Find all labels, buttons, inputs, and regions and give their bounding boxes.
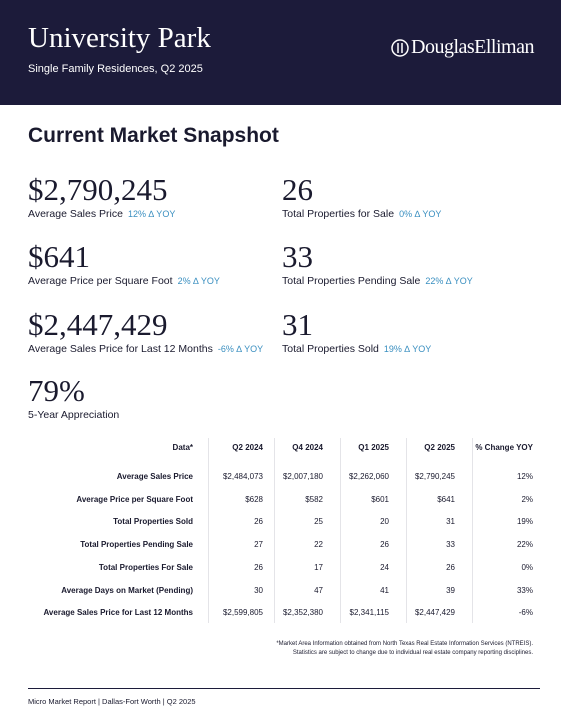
stat-label: Total Properties for Sale 0% ∆ YOY (282, 208, 441, 220)
table-cell: 31 (446, 517, 455, 527)
table-cell: 47 (314, 585, 323, 595)
table-cell: 12% (516, 472, 533, 481)
stat-label-text: Average Sales Price (28, 208, 123, 220)
stat-value: 79% (28, 373, 85, 408)
stat-change: 0% ∆ YOY (399, 209, 442, 219)
logo: DouglasElliman (411, 36, 534, 58)
stat-label: Average Sales Price for Last 12 Months -6… (28, 343, 263, 355)
table-cell: 2% (521, 494, 533, 504)
stat-label: Total Properties Sold 19% ∆ YOY (282, 343, 431, 355)
row-label: Average Sales Price (116, 472, 193, 481)
column-divider (274, 438, 275, 623)
stat-label-text: Average Price per Square Foot (28, 275, 173, 287)
stat-value: $641 (28, 239, 90, 274)
row-label: Average Price per Square Foot (76, 494, 193, 504)
table-cell: 24 (380, 562, 389, 572)
stat-change: 2% ∆ YOY (177, 276, 220, 286)
table-cell: 26 (380, 540, 389, 550)
table-cell: 22 (314, 540, 323, 550)
stat-change: -6% ∆ YOY (217, 344, 264, 354)
footnote: *Market Area Information obtained from N… (276, 641, 533, 647)
table-cell: 17 (314, 562, 323, 572)
table-cell: 26 (254, 562, 263, 572)
table-cell: $2,341,115 (349, 608, 389, 618)
table-cell: $2,262,060 (348, 472, 389, 481)
stat-label: 5-Year Appreciation (28, 409, 119, 421)
column-divider (472, 438, 473, 623)
footnote: Statistics are subject to change due to … (292, 650, 533, 656)
table-cell: 26 (254, 517, 263, 527)
stat-label-text: Total Properties Sold (282, 343, 379, 355)
stat-value: 33 (282, 239, 313, 274)
table-cell: 41 (380, 585, 389, 595)
row-label: Total Properties Pending Sale (80, 540, 193, 550)
table-cell: 0% (521, 562, 533, 572)
table-header: Q2 2025 (424, 443, 455, 452)
table-cell: 20 (380, 517, 389, 527)
table-cell: 25 (314, 517, 323, 527)
column-divider (340, 438, 341, 623)
table-cell: 27 (254, 540, 263, 550)
stat-label: Average Sales Price 12% ∆ YOY (28, 208, 175, 220)
table-cell: $2,599,805 (222, 608, 263, 618)
table-cell: $2,007,180 (282, 472, 323, 481)
subtitle: Single Family Residences, Q2 2025 (28, 63, 203, 75)
row-label: Average Days on Market (Pending) (61, 585, 193, 595)
row-label: Total Properties Sold (113, 517, 193, 527)
table-cell: 22% (516, 540, 533, 550)
table-cell: $641 (437, 494, 455, 504)
stat-change: 22% ∆ YOY (425, 276, 473, 286)
logo-icon (391, 39, 409, 57)
table-cell: -6% (518, 608, 533, 618)
stat-label: Average Price per Square Foot 2% ∆ YOY (28, 275, 220, 287)
table-cell: $2,790,245 (414, 472, 455, 481)
table-header: Q4 2024 (292, 443, 323, 452)
section-title: Current Market Snapshot (28, 124, 279, 147)
table-cell: 33% (516, 585, 533, 595)
table-cell: 30 (254, 585, 263, 595)
footer-rule (28, 688, 540, 689)
column-divider (406, 438, 407, 623)
row-label: Total Properties For Sale (98, 562, 193, 572)
table-cell: $601 (371, 494, 389, 504)
stat-value: 31 (282, 307, 313, 342)
stat-label-text: Total Properties for Sale (282, 208, 395, 220)
stat-label-text: 5-Year Appreciation (28, 409, 120, 421)
column-divider (208, 438, 209, 623)
stat-label: Total Properties Pending Sale 22% ∆ YOY (282, 275, 473, 287)
footer: Micro Market Report | Dallas-Fort Worth … (28, 697, 196, 706)
table-cell: $2,352,380 (282, 608, 323, 618)
table-cell: $2,484,073 (222, 472, 263, 481)
header-band (0, 0, 561, 105)
table-cell: 19% (516, 517, 533, 527)
table-header: Q2 2024 (232, 443, 263, 452)
stat-label-text: Total Properties Pending Sale (282, 275, 421, 287)
table-header: % Change YOY (475, 443, 533, 452)
row-label: Average Sales Price for Last 12 Months (43, 608, 193, 618)
table-cell: 39 (446, 585, 455, 595)
stat-value: $2,790,245 (28, 172, 168, 207)
table-cell: $628 (245, 494, 263, 504)
table-cell: 33 (446, 540, 455, 550)
title: University Park (28, 22, 211, 54)
table-cell: $582 (305, 494, 323, 504)
table-header: Q1 2025 (358, 443, 389, 452)
table-cell: $2,447,429 (414, 608, 455, 618)
stat-label-text: Average Sales Price for Last 12 Months (28, 343, 213, 355)
stat-value: $2,447,429 (28, 307, 168, 342)
stat-change: 12% ∆ YOY (127, 209, 176, 219)
table-header: Data* (172, 443, 193, 452)
table-cell: 26 (446, 562, 455, 572)
stat-value: 26 (282, 172, 313, 207)
stat-change: 19% ∆ YOY (383, 344, 432, 354)
